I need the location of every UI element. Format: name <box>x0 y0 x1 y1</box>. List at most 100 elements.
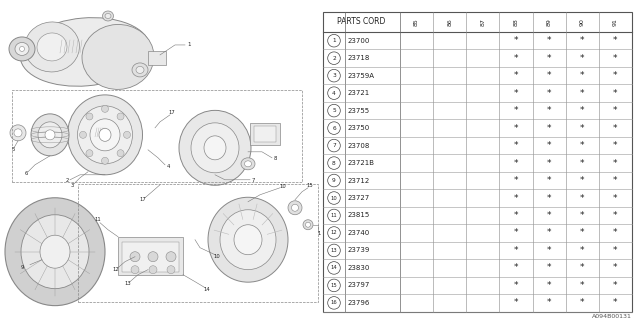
Bar <box>254 126 276 142</box>
Text: *: * <box>547 89 552 98</box>
Text: *: * <box>580 298 584 308</box>
Text: *: * <box>514 281 518 290</box>
Circle shape <box>328 139 340 152</box>
Ellipse shape <box>124 131 131 138</box>
Text: 89: 89 <box>547 18 552 26</box>
Circle shape <box>328 262 340 274</box>
Ellipse shape <box>148 252 158 262</box>
Ellipse shape <box>15 43 29 55</box>
Text: *: * <box>613 211 618 220</box>
Text: 23718: 23718 <box>348 55 371 61</box>
Text: *: * <box>547 228 552 237</box>
Ellipse shape <box>90 119 120 151</box>
Text: 3: 3 <box>332 73 336 78</box>
Text: *: * <box>514 194 518 203</box>
Text: 23700: 23700 <box>348 38 371 44</box>
Text: *: * <box>580 141 584 150</box>
Ellipse shape <box>67 95 143 175</box>
Text: 23796: 23796 <box>348 300 371 306</box>
Ellipse shape <box>20 18 150 86</box>
Ellipse shape <box>86 150 93 157</box>
Bar <box>250 123 280 145</box>
Ellipse shape <box>234 225 262 255</box>
Text: *: * <box>547 124 552 132</box>
Text: 6: 6 <box>332 125 336 131</box>
Text: *: * <box>613 124 618 132</box>
Circle shape <box>328 244 340 257</box>
Text: *: * <box>580 176 584 185</box>
Circle shape <box>328 192 340 204</box>
Text: 13: 13 <box>125 281 131 286</box>
Text: *: * <box>613 281 618 290</box>
Ellipse shape <box>10 125 26 141</box>
Text: 23759A: 23759A <box>348 73 375 79</box>
Text: *: * <box>580 124 584 132</box>
Text: 88: 88 <box>513 18 518 26</box>
Text: 14: 14 <box>204 287 211 292</box>
Ellipse shape <box>102 157 109 164</box>
Text: 10: 10 <box>214 254 220 259</box>
Text: A094B00131: A094B00131 <box>592 314 632 319</box>
Text: 12: 12 <box>113 267 120 272</box>
Text: *: * <box>580 71 584 80</box>
Text: 7: 7 <box>252 178 255 183</box>
Text: *: * <box>547 106 552 115</box>
Text: 23721B: 23721B <box>348 160 375 166</box>
Text: 16: 16 <box>331 300 337 305</box>
Text: *: * <box>514 176 518 185</box>
Circle shape <box>328 122 340 134</box>
Text: 9: 9 <box>332 178 336 183</box>
Text: 3: 3 <box>70 183 74 188</box>
Text: 11: 11 <box>331 213 337 218</box>
Ellipse shape <box>117 150 124 157</box>
Text: *: * <box>613 246 618 255</box>
Text: 17: 17 <box>140 197 147 202</box>
Text: *: * <box>514 298 518 308</box>
Text: 2: 2 <box>65 178 68 183</box>
Text: *: * <box>580 194 584 203</box>
Text: *: * <box>547 176 552 185</box>
Text: *: * <box>514 246 518 255</box>
Text: *: * <box>514 263 518 272</box>
Text: *: * <box>613 158 618 168</box>
Ellipse shape <box>117 113 124 120</box>
Text: *: * <box>547 211 552 220</box>
Text: *: * <box>514 71 518 80</box>
Text: *: * <box>580 89 584 98</box>
Text: *: * <box>580 281 584 290</box>
Circle shape <box>328 157 340 169</box>
Text: 7: 7 <box>332 143 336 148</box>
Text: *: * <box>613 54 618 63</box>
Text: *: * <box>514 54 518 63</box>
Text: 8: 8 <box>273 156 276 161</box>
Text: *: * <box>514 106 518 115</box>
Text: 5: 5 <box>332 108 336 113</box>
Text: 13: 13 <box>331 248 337 253</box>
Ellipse shape <box>136 67 144 73</box>
Bar <box>323 12 632 312</box>
Text: *: * <box>547 281 552 290</box>
Text: *: * <box>547 141 552 150</box>
Ellipse shape <box>19 46 24 52</box>
Text: 23797: 23797 <box>348 283 371 288</box>
Ellipse shape <box>102 11 113 21</box>
Ellipse shape <box>45 130 55 140</box>
Text: *: * <box>580 106 584 115</box>
Text: *: * <box>613 141 618 150</box>
Text: *: * <box>613 89 618 98</box>
Circle shape <box>328 35 340 47</box>
Ellipse shape <box>303 220 313 230</box>
Ellipse shape <box>5 198 105 306</box>
Ellipse shape <box>31 114 69 156</box>
Ellipse shape <box>220 210 276 270</box>
Text: 10: 10 <box>280 184 286 189</box>
Circle shape <box>328 104 340 117</box>
Ellipse shape <box>105 13 111 19</box>
Text: *: * <box>547 71 552 80</box>
Ellipse shape <box>79 131 86 138</box>
Ellipse shape <box>40 235 70 268</box>
Text: *: * <box>514 228 518 237</box>
Ellipse shape <box>179 110 251 185</box>
Text: *: * <box>547 194 552 203</box>
Ellipse shape <box>291 204 298 211</box>
